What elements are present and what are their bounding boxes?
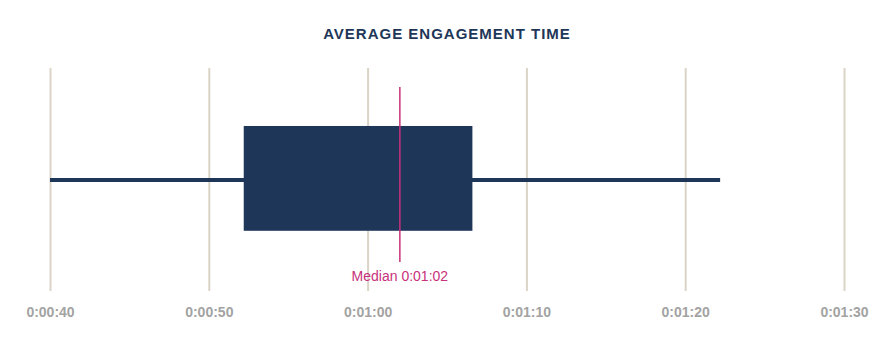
svg-text:0:01:00: 0:01:00	[344, 304, 392, 320]
svg-text:Median 0:01:02: Median 0:01:02	[352, 268, 449, 284]
svg-text:0:01:20: 0:01:20	[662, 304, 710, 320]
svg-text:0:00:50: 0:00:50	[185, 304, 233, 320]
html-text:AVERAGE ENGAGEMENT TIME: AVERAGE ENGAGEMENT TIME	[323, 25, 571, 42]
svg-text:0:01:10: 0:01:10	[503, 304, 551, 320]
svg-text:0:01:30: 0:01:30	[820, 304, 868, 320]
svg-text:0:00:40: 0:00:40	[26, 304, 74, 320]
